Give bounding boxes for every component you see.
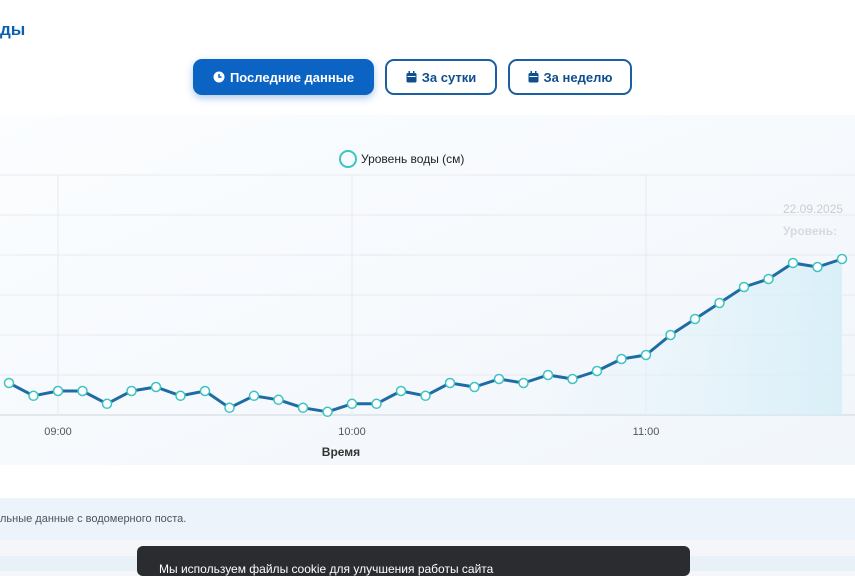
point xyxy=(787,257,799,269)
panel: ды Последние данные За сутки За неделю У… xyxy=(0,0,855,500)
point xyxy=(567,373,578,385)
point xyxy=(150,381,162,393)
point xyxy=(126,385,137,397)
x-tick-label: 11:00 xyxy=(633,426,660,438)
point xyxy=(28,390,39,402)
point xyxy=(689,313,701,325)
point xyxy=(101,398,113,410)
area xyxy=(9,259,842,415)
point xyxy=(763,273,774,285)
x-tick-label: 09:00 xyxy=(44,426,72,438)
legend-marker[interactable] xyxy=(339,150,357,168)
point xyxy=(616,353,627,365)
note: льные данные с водомерного поста. xyxy=(0,498,855,540)
point xyxy=(518,377,529,389)
tab-button[interactable]: Последние данные xyxy=(193,59,374,95)
point xyxy=(812,261,823,273)
x-axis-title: Время xyxy=(322,445,360,459)
point xyxy=(77,385,88,397)
point xyxy=(346,398,358,410)
point xyxy=(297,402,309,414)
point xyxy=(493,373,505,385)
cookie-banner: Мы используем файлы cookie для улучшения… xyxy=(137,546,690,576)
point xyxy=(371,398,382,410)
x-tick-label: 10:00 xyxy=(338,426,366,438)
point xyxy=(836,253,848,265)
point xyxy=(738,281,750,293)
point xyxy=(273,394,284,406)
tab-label: Последние данные xyxy=(229,69,355,85)
tooltip-date: 22.09.2025 xyxy=(783,202,843,216)
tab-button[interactable]: За неделю xyxy=(508,59,632,95)
point xyxy=(224,402,235,414)
point xyxy=(420,390,431,402)
calendar-icon xyxy=(528,71,539,83)
tab-label: За сутки xyxy=(421,69,477,85)
cookie-text: Мы используем файлы cookie для улучшения… xyxy=(159,562,494,576)
clock-icon xyxy=(213,71,225,83)
tab-button[interactable]: За сутки xyxy=(385,59,497,95)
point xyxy=(542,369,554,381)
tooltip-label: Уровень: xyxy=(783,224,837,238)
point xyxy=(199,385,211,397)
point xyxy=(591,365,603,377)
tab-label: За неделю xyxy=(543,69,613,85)
point xyxy=(665,329,676,341)
chart: Уровень воды (см) Время 22.09.2025 Урове… xyxy=(0,115,855,465)
point xyxy=(175,390,186,402)
legend-label[interactable]: Уровень воды (см) xyxy=(361,152,464,166)
page-title: ды xyxy=(0,20,26,39)
point xyxy=(714,297,725,309)
point xyxy=(469,381,480,393)
point xyxy=(3,377,15,389)
point xyxy=(52,385,64,397)
point xyxy=(395,385,407,397)
point xyxy=(248,390,260,402)
calendar-icon xyxy=(406,71,417,83)
point xyxy=(444,377,456,389)
point xyxy=(640,349,652,361)
point xyxy=(322,406,333,418)
